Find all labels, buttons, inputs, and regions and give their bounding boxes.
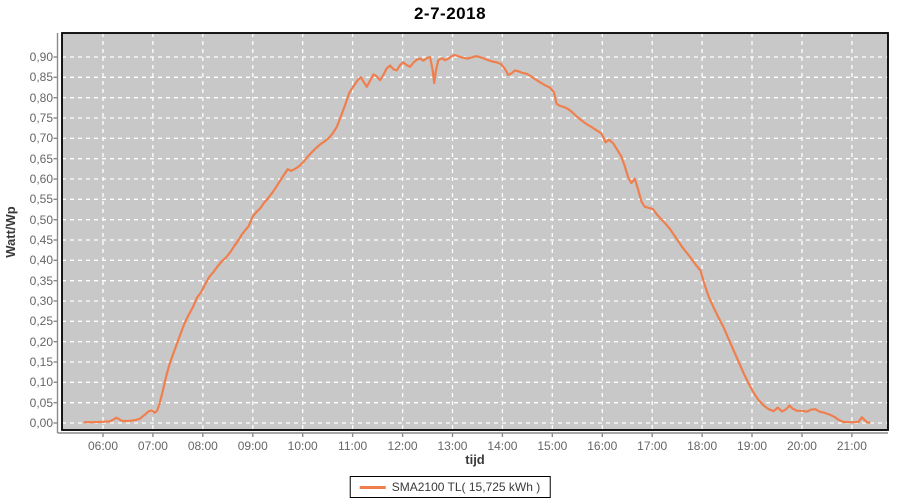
y-axis-label: Watt/Wp [3, 206, 18, 258]
legend: SMA2100 TL( 15,725 kWh ) [349, 476, 551, 498]
x-axis-label: tijd [465, 452, 485, 467]
legend-line-icon [359, 485, 386, 489]
chart-title: 2-7-2018 [413, 4, 487, 23]
legend-label: SMA2100 TL( 15,725 kWh ) [391, 480, 541, 494]
